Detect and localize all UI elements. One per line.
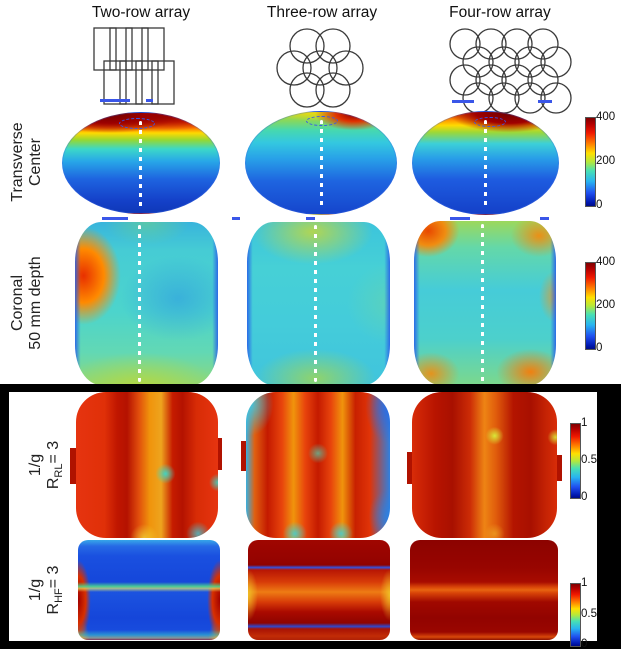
tick-artifact (450, 217, 470, 220)
tick-artifact (538, 100, 552, 103)
coil-edge-mark (70, 448, 76, 484)
two-row-array-diagram (93, 27, 175, 105)
contour-artifact (473, 117, 506, 128)
colorbar-tick: 0 (581, 638, 588, 649)
heatmap-coronal-four-row (414, 221, 556, 385)
heatmap-coronal-two-row (75, 222, 218, 385)
row-label-inverse-g-hf: 1/g RHF= 3 (26, 565, 65, 615)
colorbar-transverse (585, 117, 596, 207)
coil-edge-mark (218, 438, 222, 470)
column-header-two-row: Two-row array (91, 4, 191, 21)
colorbar-tick: 0.5 (581, 454, 597, 466)
heatmap-transverse-four-row (412, 111, 559, 215)
midline-dotted (139, 121, 143, 208)
tick-artifact (100, 99, 130, 102)
colorbar-tick: 1 (581, 577, 588, 589)
panel-divider-bar (0, 384, 621, 392)
colorbar-tick: 0 (596, 199, 603, 211)
row-label-coronal-depth: Coronal 50 mm depth (9, 256, 44, 350)
colorbar-tick: 400 (596, 111, 616, 123)
heatmap-g-rl-three-row (246, 392, 390, 538)
heatmap-g-hf-four-row (410, 540, 558, 640)
tick-artifact (540, 217, 549, 220)
row-label-transverse-center: Transverse Center (9, 122, 44, 202)
colorbar-tick: 0 (581, 491, 588, 503)
heatmap-transverse-three-row (245, 111, 397, 215)
midline-dotted (314, 225, 318, 382)
colorbar-tick: 200 (596, 299, 616, 311)
midline-dotted (319, 120, 323, 209)
column-header-four-row: Four-row array (449, 4, 551, 21)
colorbar-tick: 0.5 (581, 608, 597, 620)
colorbar-coronal (585, 262, 596, 350)
tick-artifact (232, 217, 240, 220)
three-row-array-diagram (276, 28, 364, 108)
tick-artifact (102, 217, 128, 220)
panel-bottom-border (0, 641, 597, 649)
column-header-three-row: Three-row array (266, 4, 378, 21)
heatmap-coronal-three-row (247, 222, 390, 385)
colorbar-g-hf (570, 583, 581, 647)
panel-right-border (597, 384, 621, 649)
four-row-array-diagram (449, 28, 572, 114)
midline-dotted (480, 224, 484, 382)
heatmap-transverse-two-row (62, 112, 220, 214)
heatmap-g-rl-two-row (76, 392, 218, 538)
heatmap-g-hf-two-row (78, 540, 220, 640)
panel-left-border (0, 384, 9, 649)
heatmap-g-hf-three-row (248, 540, 390, 640)
midline-dotted (137, 225, 141, 382)
midline-dotted (484, 120, 488, 209)
coil-edge-mark (407, 452, 412, 484)
contour-artifact (119, 118, 156, 129)
tick-artifact (306, 217, 315, 220)
colorbar-tick: 0 (596, 342, 603, 354)
coil-edge-mark (557, 455, 562, 481)
coil-edge-mark (241, 441, 246, 471)
colorbar-tick: 200 (596, 155, 616, 167)
row-label-inverse-g-rl: 1/g RRL= 3 (26, 440, 65, 490)
colorbar-tick: 1 (581, 417, 588, 429)
tick-artifact (452, 100, 474, 103)
tick-artifact (146, 99, 153, 102)
colorbar-g-rl (570, 423, 581, 499)
heatmap-g-rl-four-row (412, 392, 557, 538)
colorbar-tick: 400 (596, 256, 616, 268)
